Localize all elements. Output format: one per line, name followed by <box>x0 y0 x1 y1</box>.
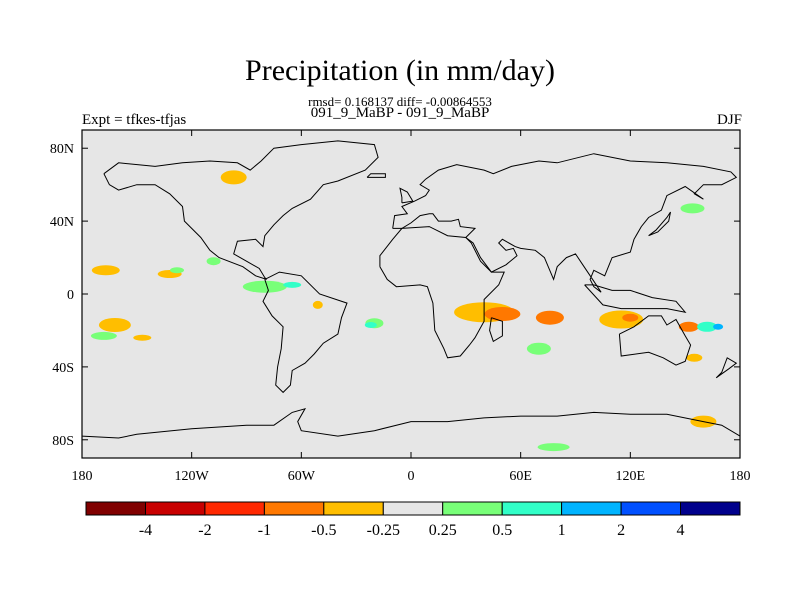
anomaly-region <box>697 321 718 332</box>
anomaly-region <box>133 334 152 341</box>
x-tick-label: 0 <box>408 469 415 484</box>
anomaly-region <box>484 307 521 321</box>
colorbar-box <box>263 501 325 516</box>
x-tick-label: 60W <box>288 469 316 484</box>
colorbar-box <box>442 501 503 516</box>
colorbar-box <box>680 501 741 516</box>
colorbar-box <box>501 501 563 516</box>
coastline <box>648 211 671 237</box>
y-tick-label: 0 <box>67 288 74 303</box>
coastline <box>366 173 386 178</box>
coastline <box>618 315 692 366</box>
x-tick-label: 180 <box>730 469 751 484</box>
plot-title: Precipitation (in mm/day) <box>245 54 555 87</box>
coastline <box>392 153 738 293</box>
coastline <box>82 407 740 439</box>
colorbar-box <box>145 501 206 516</box>
colorbar-label: 0.5 <box>492 522 512 539</box>
coastline <box>262 271 348 394</box>
anomaly-region <box>206 257 221 266</box>
anomaly-region <box>220 170 247 185</box>
colorbar-label: -0.25 <box>367 522 400 539</box>
anomaly-region <box>170 267 184 274</box>
x-tick-label: 120E <box>616 469 646 484</box>
coastline <box>103 140 379 280</box>
colorbar-box <box>620 501 682 516</box>
colorbar-box <box>323 501 384 516</box>
colorbar-label: 1 <box>558 522 566 539</box>
anomaly-region <box>680 203 705 214</box>
coastline <box>715 357 738 379</box>
anomaly-region <box>98 318 131 332</box>
colorbar-label: 2 <box>617 522 625 539</box>
axis-ticks: 180 120W 60W 0 60E 120E 180 80N 40N 0 40S 80S <box>50 130 751 484</box>
anomaly-region <box>364 322 377 328</box>
anomaly-region <box>535 310 564 325</box>
colorbar-label: 0.25 <box>429 522 457 539</box>
map-background <box>82 130 740 458</box>
experiment-label: Expt = tfkes-tfjas <box>82 112 187 128</box>
coastline <box>379 226 505 359</box>
anomaly-region <box>283 281 302 288</box>
colorbar-label: -1 <box>258 522 271 539</box>
anomaly-region <box>678 321 699 332</box>
anomaly-region <box>90 331 117 340</box>
anomaly-region <box>622 313 639 322</box>
coastline <box>399 187 414 204</box>
coastline <box>489 317 503 343</box>
x-tick-label: 180 <box>72 469 93 484</box>
anomaly-region <box>537 443 570 452</box>
y-tick-label: 80N <box>50 142 74 157</box>
season-label: DJF <box>716 112 742 128</box>
anomaly-region <box>713 323 724 330</box>
anomaly-region <box>312 300 323 309</box>
coastlines <box>82 140 740 439</box>
y-tick-label: 80S <box>52 434 74 449</box>
anomaly-region <box>242 280 287 293</box>
colorbar-label: -2 <box>198 522 211 539</box>
anomaly-contours <box>90 170 724 452</box>
colorbar-label: -0.5 <box>311 522 336 539</box>
x-tick-label: 60E <box>509 469 532 484</box>
colorbar-box <box>561 501 622 516</box>
anomaly-region <box>686 353 703 362</box>
map-area <box>81 129 741 459</box>
anomaly-region <box>91 265 120 276</box>
colorbar-box <box>85 501 146 516</box>
colorbar: -4 -2 -1 -0.5 -0.25 0.25 0.5 1 2 4 <box>85 501 741 539</box>
statistics-subtitle: rmsd= 0.168137 diff= -0.00864553 <box>308 94 492 109</box>
x-tick-label: 120W <box>175 469 210 484</box>
y-tick-label: 40S <box>52 361 74 376</box>
anomaly-region <box>526 342 551 355</box>
colorbar-box <box>204 501 265 516</box>
colorbar-label: 4 <box>677 522 685 539</box>
colorbar-box <box>382 501 444 516</box>
experiment-names: 091_9_MaBP - 091_9_MaBP <box>310 105 490 121</box>
y-tick-label: 40N <box>50 215 74 230</box>
coastline <box>584 284 687 313</box>
colorbar-label: -4 <box>139 522 152 539</box>
